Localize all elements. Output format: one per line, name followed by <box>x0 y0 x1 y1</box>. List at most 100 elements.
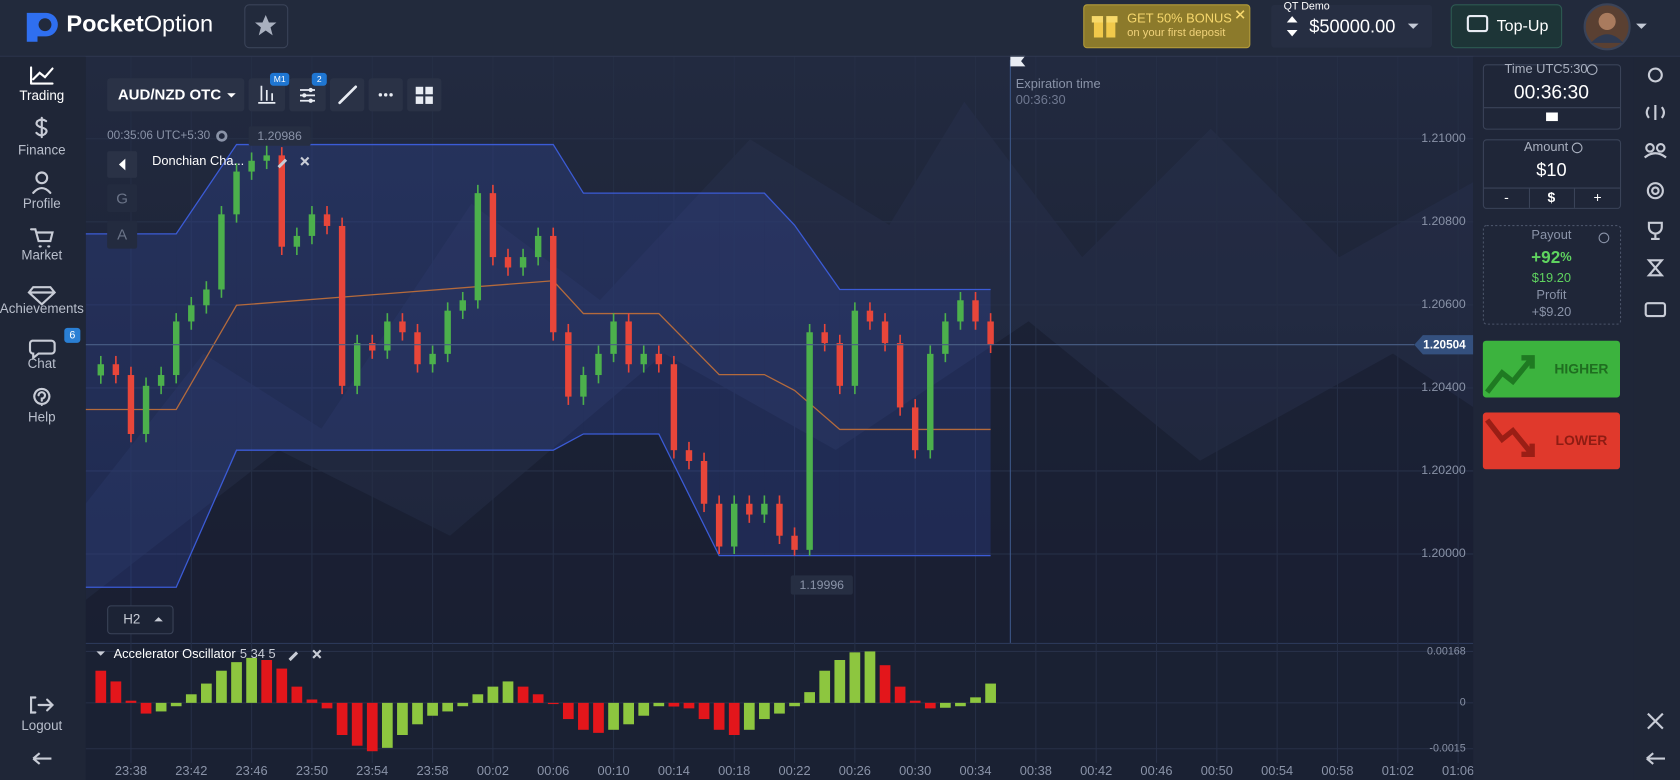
right-rail-icons-part[interactable] <box>1644 302 1667 318</box>
drawing-button[interactable] <box>330 78 365 112</box>
logo[interactable]: PocketOption <box>26 11 213 42</box>
oscillator-bar <box>185 694 197 703</box>
nav-item[interactable]: Help <box>28 387 56 424</box>
avatar-part[interactable] <box>1598 12 1616 30</box>
right-rail-icons-part[interactable] <box>1645 105 1665 120</box>
nav-item[interactable]: Trading <box>19 66 64 103</box>
amount-minus[interactable]: - <box>1504 189 1509 205</box>
drawing-tool-a-part[interactable] <box>107 220 138 249</box>
indicators-button-part[interactable] <box>308 87 313 93</box>
right-rail-icons-part[interactable] <box>1645 143 1655 153</box>
drawing-tool-g-part[interactable] <box>107 184 138 213</box>
amount-currency[interactable]: $ <box>1548 189 1556 205</box>
period-selector-part[interactable] <box>154 617 163 622</box>
favorites-button-part[interactable] <box>255 15 277 36</box>
favorites-button[interactable] <box>244 4 289 49</box>
bonus-banner-part[interactable] <box>1235 10 1245 19</box>
chart-type-button[interactable]: M1 <box>248 72 290 112</box>
higher-button-part[interactable] <box>1485 355 1535 394</box>
pair-selector[interactable]: AUD/NZD OTC <box>107 78 245 112</box>
layout-button-part[interactable] <box>415 86 424 95</box>
right-rail-icons-part[interactable] <box>1655 143 1666 153</box>
bonus-banner-part[interactable] <box>1083 4 1251 49</box>
right-rail-icons-part[interactable] <box>1646 182 1664 200</box>
more-button-part[interactable] <box>378 93 383 97</box>
time-box[interactable]: Time UTC5:30 00:36:30 <box>1482 61 1622 130</box>
right-rail-icons-part[interactable] <box>1647 221 1663 240</box>
oscillator-toggle[interactable] <box>96 651 105 656</box>
bonus-banner[interactable]: GET 50% BONUS on your first deposit <box>1083 4 1251 49</box>
chart-type-button-part[interactable] <box>258 85 276 104</box>
layout-button-part[interactable] <box>425 86 433 95</box>
collapse-button[interactable] <box>32 752 52 765</box>
higher-button-part[interactable] <box>1482 340 1620 398</box>
layout-button-part[interactable] <box>425 96 433 104</box>
bonus-banner-part[interactable] <box>1103 16 1107 38</box>
amount-box-part[interactable] <box>1571 142 1583 154</box>
lower-button-part[interactable] <box>1482 412 1620 470</box>
right-rail-icons-part[interactable] <box>1647 67 1663 83</box>
indicators-button[interactable]: 2 <box>289 72 327 112</box>
layout-button[interactable] <box>407 78 442 112</box>
oscillator-bar <box>834 660 846 703</box>
candle-body <box>519 257 527 268</box>
layout-button-part[interactable] <box>415 96 424 104</box>
nav-item[interactable]: Logout <box>21 696 63 733</box>
drawing-tool-a[interactable]: A <box>107 220 138 249</box>
indicators-button-part[interactable] <box>308 98 313 103</box>
right-rail-icons-part[interactable] <box>1643 152 1667 159</box>
right-rail-icons[interactable] <box>1643 67 1667 765</box>
amount-plus[interactable]: + <box>1593 189 1601 205</box>
avatar-part[interactable] <box>1591 34 1624 43</box>
avatar-part[interactable] <box>1636 23 1647 29</box>
higher-button[interactable]: HIGHER <box>1482 340 1620 398</box>
nav-item[interactable]: Chat 6 <box>28 327 81 371</box>
account-selector[interactable]: QT Demo $50000.00 <box>1271 0 1432 48</box>
time-box-part[interactable] <box>1482 64 1622 130</box>
indicator-toggle-part[interactable] <box>118 158 126 171</box>
right-rail-icons-part[interactable] <box>1646 259 1665 277</box>
period-selector[interactable]: H2 <box>107 605 174 635</box>
account-selector-part[interactable] <box>1271 4 1432 48</box>
oscillator-bar <box>276 668 288 703</box>
time-box-part[interactable] <box>1546 112 1558 122</box>
topup-button[interactable]: Top-Up <box>1450 4 1563 49</box>
account-selector-part[interactable] <box>1286 16 1298 37</box>
time-box-part[interactable] <box>1586 64 1598 75</box>
nav-item[interactable]: Profile <box>23 171 61 212</box>
edit-indicator[interactable] <box>277 158 288 169</box>
remove-indicator[interactable] <box>300 156 310 166</box>
more-button-part[interactable] <box>384 93 388 97</box>
lower-button[interactable]: LOWER <box>1482 412 1620 470</box>
more-button[interactable] <box>368 78 403 112</box>
more-button-part[interactable] <box>389 93 393 97</box>
amount-box-part[interactable] <box>1482 139 1622 209</box>
nav-item[interactable]: Finance <box>18 116 66 158</box>
pair-selector-part[interactable] <box>227 93 236 98</box>
amount-box[interactable]: Amount $10 - $ + <box>1482 139 1622 209</box>
topup-button-part[interactable] <box>1466 14 1489 33</box>
right-rail-icons-part[interactable] <box>1647 712 1664 730</box>
edit-oscillator[interactable] <box>288 651 299 662</box>
account-selector-part[interactable] <box>1407 23 1419 29</box>
lower-button-part[interactable] <box>1485 418 1535 457</box>
layout-button-part[interactable] <box>407 78 442 112</box>
x-tick-label: 23:38 <box>115 763 147 778</box>
remove-oscillator[interactable] <box>312 649 322 659</box>
drawing-button-part[interactable] <box>338 85 358 105</box>
period-selector-part[interactable] <box>107 605 174 635</box>
indicator-toggle[interactable] <box>107 151 138 178</box>
settings-icon[interactable] <box>216 130 228 142</box>
pair-selector-part[interactable] <box>107 78 245 112</box>
candle-body <box>911 407 919 451</box>
logo-part[interactable] <box>38 18 52 32</box>
nav-item[interactable]: Market <box>21 228 63 263</box>
right-rail-icons-part[interactable] <box>1651 186 1660 195</box>
right-rail-icons-part[interactable] <box>1646 752 1665 765</box>
nav-item[interactable]: Achievements <box>0 286 84 316</box>
indicators-button-part[interactable] <box>302 93 307 98</box>
drawing-tool-g[interactable]: G <box>107 184 138 213</box>
avatar[interactable] <box>1583 3 1647 51</box>
chart-type-button-part[interactable] <box>270 72 290 86</box>
indicators-button-part[interactable] <box>311 72 327 86</box>
